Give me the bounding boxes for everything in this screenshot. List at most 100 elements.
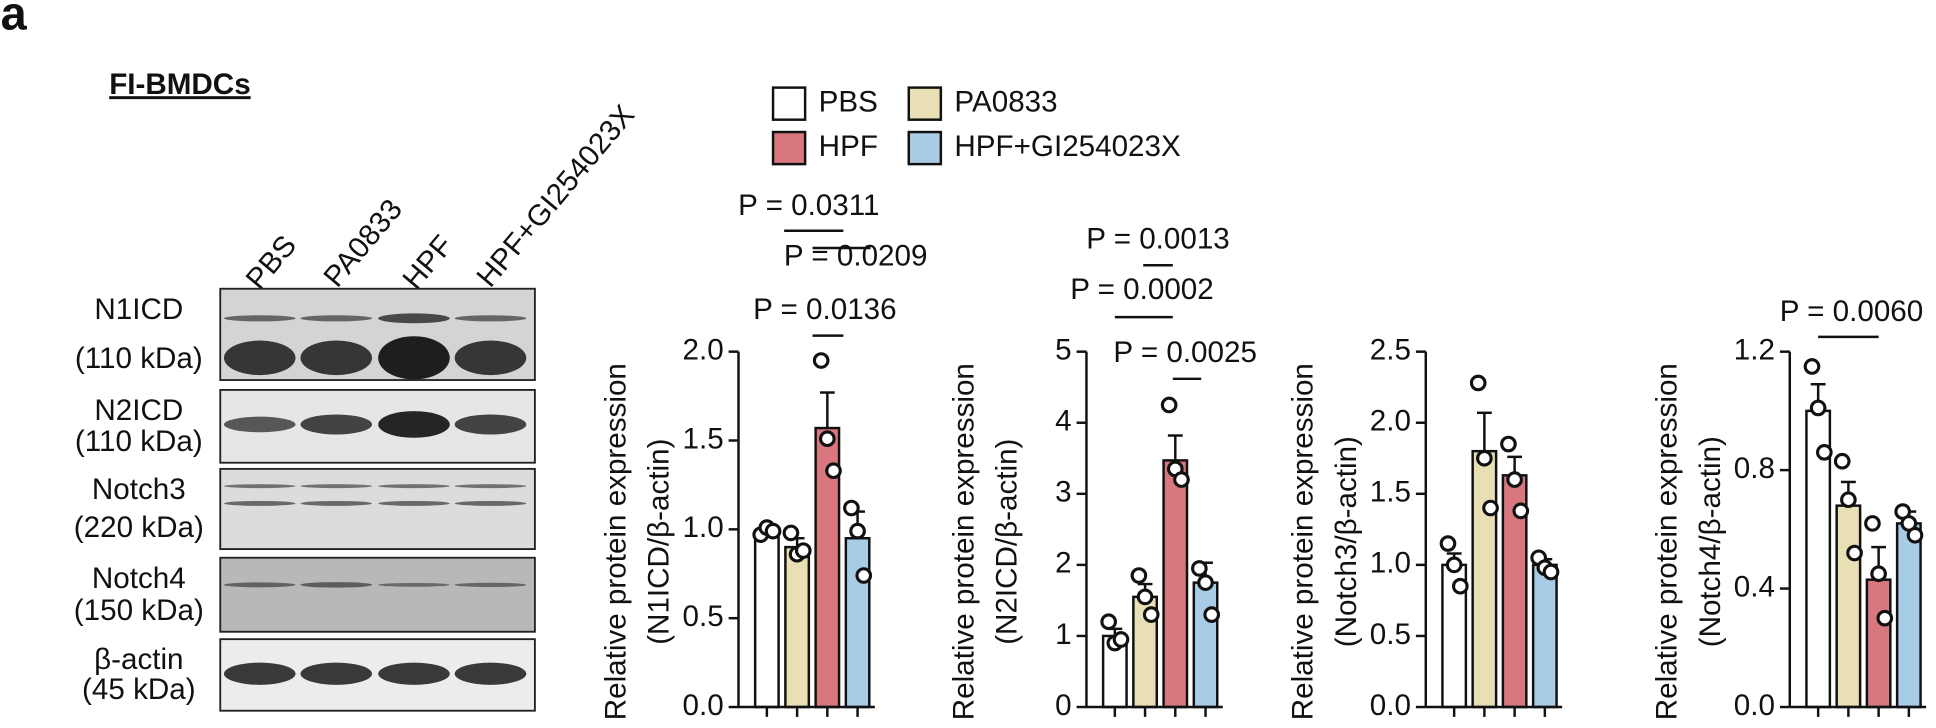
y-axis-label: (N2ICD/β-actin) [991, 439, 1024, 645]
data-point [794, 542, 812, 559]
data-point [1451, 577, 1469, 595]
bar [844, 536, 871, 709]
blot-panel [219, 467, 536, 551]
data-point [1803, 358, 1821, 375]
data-point [782, 524, 800, 542]
data-point [819, 430, 836, 448]
blot-row-size: (45 kDa) [82, 673, 196, 706]
blot-band [378, 484, 450, 489]
lane-label: HPF+GI254023X [470, 99, 641, 294]
blot-title: FI-BMDCs [109, 68, 250, 101]
y-tick-label: 2.0 [683, 333, 724, 366]
data-point [1500, 435, 1517, 453]
blot-panel [219, 556, 536, 633]
data-point [812, 352, 830, 369]
error-bar [819, 391, 835, 429]
significance-label: P = 0.0060 [1780, 295, 1924, 328]
blot-band [223, 662, 296, 685]
blot-band [223, 582, 296, 588]
blot-band [223, 416, 296, 433]
data-point [1840, 491, 1857, 509]
panel-label: a [1, 0, 28, 40]
data-point [1197, 574, 1214, 591]
data-point [1864, 515, 1881, 532]
blot-band [300, 662, 373, 685]
legend-label: PBS [819, 85, 878, 118]
bar [1162, 459, 1189, 709]
y-axis-label: (Notch3/β-actin) [1330, 436, 1363, 647]
bar [1835, 504, 1862, 709]
y-tick-label: 0.0 [683, 689, 724, 722]
data-point [1506, 471, 1523, 488]
y-tick-label: 4 [1055, 405, 1071, 438]
bar [1531, 563, 1558, 709]
legend-swatch [907, 86, 943, 121]
y-tick-label: 2 [1055, 547, 1071, 580]
blot-band [300, 500, 373, 506]
blot-band [378, 583, 450, 587]
data-point [1833, 452, 1851, 470]
y-tick-label: 0 [1055, 689, 1071, 722]
significance-label: P = 0.0311 [738, 189, 879, 222]
data-point [1100, 613, 1117, 631]
y-axis-label: (N1ICD/β-actin) [643, 439, 676, 645]
y-axis-label: (Notch4/β-actin) [1694, 436, 1727, 647]
blot-band [378, 313, 450, 324]
significance-label: P = 0.0013 [1086, 222, 1230, 255]
data-point [1439, 535, 1457, 552]
y-tick-label: 1 [1055, 618, 1071, 651]
blot-band [300, 582, 373, 588]
blot-band [300, 315, 373, 322]
blot-row-size: (150 kDa) [74, 594, 204, 627]
y-tick-label: 1.0 [1370, 547, 1411, 580]
blot-row-name: β-actin [94, 643, 183, 676]
data-point [1112, 631, 1130, 648]
y-axis-label: Relative protein expression [947, 363, 980, 720]
blot-row-size: (220 kDa) [74, 511, 204, 544]
data-point [1469, 374, 1487, 392]
error-bar [1476, 411, 1492, 452]
legend-label: PA0833 [954, 85, 1057, 118]
y-tick-label: 1.5 [1370, 476, 1411, 509]
significance-label: P = 0.0002 [1070, 273, 1214, 306]
significance-label: P = 0.0209 [784, 240, 928, 273]
bar [753, 529, 780, 709]
data-point [764, 522, 782, 540]
data-point [1542, 563, 1560, 581]
data-point [1136, 588, 1154, 606]
blot-band [223, 484, 296, 489]
blot-band [378, 662, 450, 685]
blot-band [223, 315, 296, 322]
y-tick-label: 0.0 [1734, 689, 1775, 722]
error-bar [1167, 434, 1183, 461]
data-point [825, 462, 842, 480]
y-tick-label: 0.4 [1734, 570, 1775, 603]
bar [1865, 578, 1892, 709]
y-axis-label: Relative protein expression [1287, 363, 1320, 720]
blot-band [454, 414, 527, 435]
legend-label: HPF+GI254023X [954, 130, 1181, 163]
blot-band [378, 411, 450, 438]
y-tick-label: 0.5 [1370, 618, 1411, 651]
blot-band [300, 340, 373, 376]
data-point [1191, 560, 1208, 577]
blot-row-size: (110 kDa) [75, 342, 203, 375]
lane-label: PBS [240, 229, 303, 296]
blot-band [454, 582, 527, 588]
y-tick-label: 1.0 [683, 511, 724, 544]
blot-row-size: (110 kDa) [75, 425, 203, 458]
data-point [1815, 444, 1833, 461]
y-axis-label: Relative protein expression [599, 363, 632, 720]
blot-row-name: N1ICD [94, 293, 183, 326]
blot-band [454, 484, 527, 489]
data-point [1482, 499, 1499, 517]
lane-label: PA0833 [317, 193, 409, 293]
legend-swatch [771, 86, 807, 121]
data-point [843, 499, 860, 517]
data-point [1846, 544, 1863, 562]
blot-band [454, 340, 527, 376]
bar [784, 545, 811, 709]
y-tick-label: 5 [1055, 333, 1071, 366]
data-point [1906, 526, 1924, 544]
y-tick-label: 0.5 [683, 600, 724, 633]
